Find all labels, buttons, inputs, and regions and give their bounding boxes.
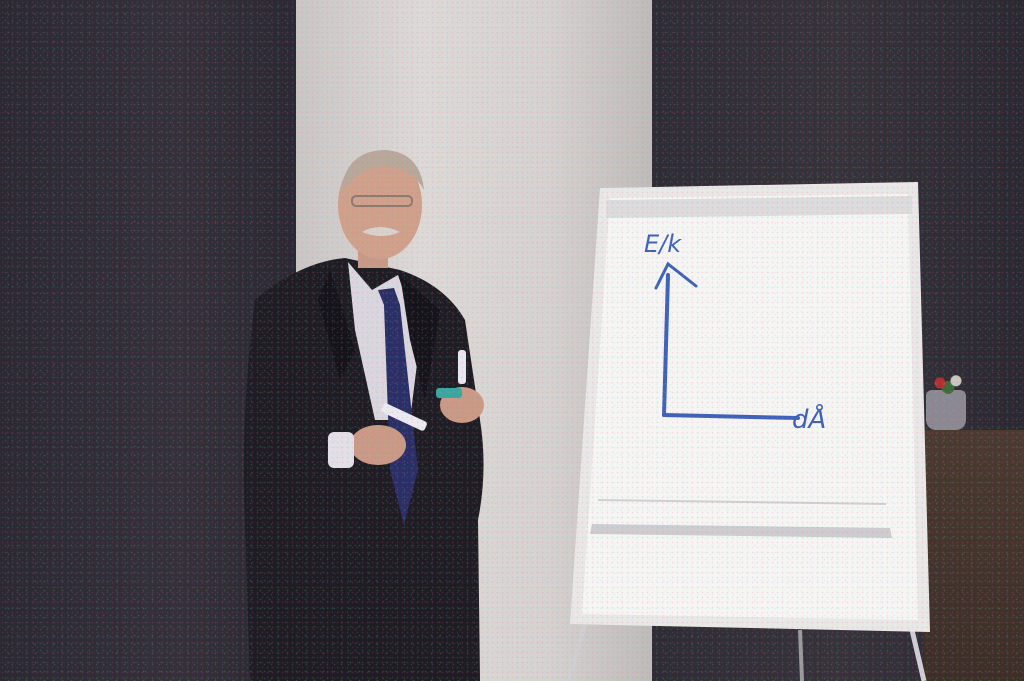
easel-leg-right — [909, 629, 927, 681]
marker-white — [381, 403, 427, 431]
lapel-left — [318, 270, 355, 380]
board-clip-bar — [606, 196, 912, 218]
marker-pocket — [458, 350, 466, 384]
marker-teal — [436, 388, 462, 398]
mustache — [362, 227, 400, 236]
easel-leg-back — [798, 629, 804, 681]
y-axis-label: E/k — [644, 230, 682, 258]
side-cabinet — [924, 430, 1024, 681]
easel-leg-left — [565, 619, 589, 681]
cuff-left — [328, 432, 354, 468]
flowers — [928, 372, 968, 394]
necktie — [378, 288, 418, 525]
x-axis-label: dÅ — [792, 403, 826, 435]
hair — [340, 150, 424, 195]
board-tray — [590, 524, 892, 538]
flower-vase — [926, 390, 966, 430]
glasses — [351, 195, 413, 207]
hand-left — [350, 425, 406, 465]
y-axis-arrowhead — [654, 261, 698, 290]
x-axis-line — [662, 413, 800, 420]
lapel-right — [400, 275, 440, 400]
paper-line — [597, 499, 887, 505]
y-axis-line — [662, 273, 670, 417]
